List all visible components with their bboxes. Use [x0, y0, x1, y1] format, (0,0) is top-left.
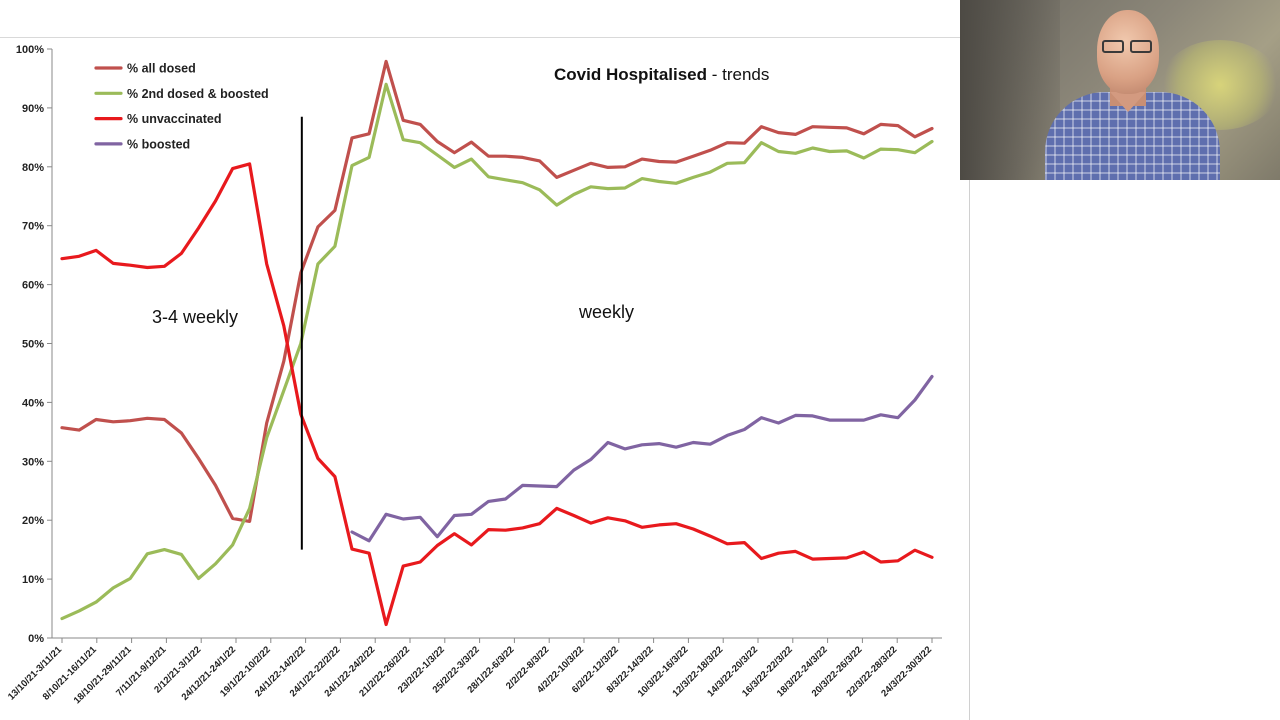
y-tick-label: 70%: [22, 221, 44, 233]
y-tick-label: 20%: [22, 515, 44, 527]
y-tick-label: 10%: [22, 574, 44, 586]
series-line-3: [350, 374, 934, 543]
y-tick-label: 30%: [22, 456, 44, 468]
chart-title-bold: Covid Hospitalised: [554, 65, 707, 84]
slide-area: 0% 10% 20% 30% 40% 50% 60% 70% 80% 90% 100% 13/10/…: [0, 37, 960, 707]
y-tick-label: 40%: [22, 397, 44, 409]
annotation-weekly: weekly: [578, 302, 634, 322]
presenter-webcam-video: [960, 0, 1280, 180]
series-line-2: [60, 162, 934, 627]
presenter-glasses: [1100, 40, 1156, 54]
series-line-0: [60, 59, 934, 523]
y-axis: 0% 10% 20% 30% 40% 50% 60% 70% 80% 90% 100%: [16, 44, 53, 645]
series-line-1: [60, 82, 934, 621]
legend-label: % 2nd dosed & boosted: [127, 87, 269, 101]
background-shadow: [960, 0, 1060, 180]
legend-label: % all dosed: [127, 62, 196, 76]
legend: % all dosed % 2nd dosed & boosted % unvacc…: [94, 62, 269, 151]
right-panel-border: [969, 180, 970, 720]
chart-title-rest: - trends: [707, 65, 769, 84]
y-tick-label: 100%: [16, 44, 44, 56]
y-tick-label: 0%: [28, 633, 44, 645]
annotation-3-4-weekly: 3-4 weekly: [152, 307, 238, 327]
line-chart: 0% 10% 20% 30% 40% 50% 60% 70% 80% 90% 100% 13/10/…: [6, 44, 942, 706]
legend-label: % unvaccinated: [127, 112, 221, 126]
x-axis: 13/10/21-3/11/218/10/21-16/11/2118/10/21…: [6, 637, 942, 706]
chart-title: Covid Hospitalised - trends: [554, 65, 769, 84]
y-tick-label: 90%: [22, 103, 44, 115]
y-tick-label: 80%: [22, 162, 44, 174]
series-lines: [60, 59, 934, 627]
legend-label: % boosted: [127, 137, 190, 151]
y-tick-label: 50%: [22, 339, 44, 351]
y-tick-label: 60%: [22, 280, 44, 292]
slide-top-rule: [0, 37, 960, 38]
